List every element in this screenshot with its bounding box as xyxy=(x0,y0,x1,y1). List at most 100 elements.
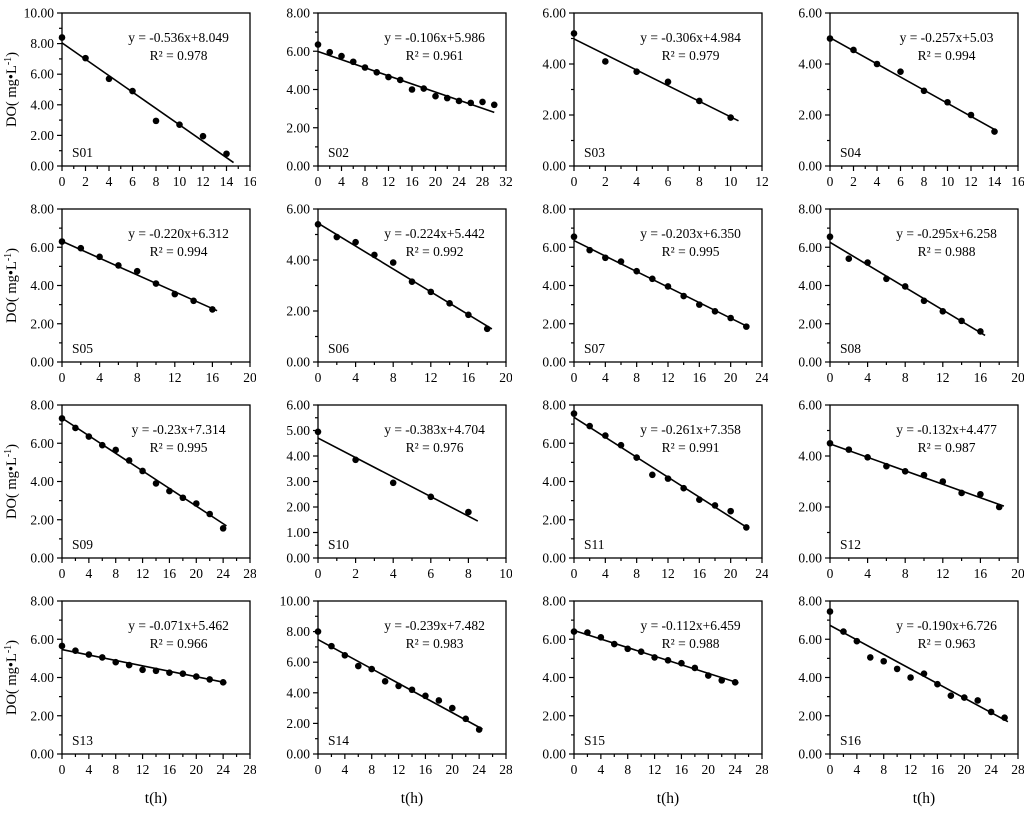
x-tick-label: 4 xyxy=(106,174,113,189)
data-point xyxy=(883,462,890,470)
data-point xyxy=(633,267,640,275)
panel-S15: 0 4 8 12 16 20 24 28 0.00 2.00 4.00 6.00 8.00 y = -0.… xyxy=(512,588,769,816)
station-label: S12 xyxy=(840,537,861,552)
data-point xyxy=(633,68,640,75)
x-tick-label: 0 xyxy=(315,370,322,385)
data-point xyxy=(664,656,672,664)
data-point xyxy=(206,510,214,518)
data-point xyxy=(586,246,593,254)
data-point xyxy=(179,670,187,677)
data-point xyxy=(352,238,359,246)
trend-line xyxy=(317,50,495,114)
data-point xyxy=(171,290,179,298)
data-point xyxy=(901,468,909,475)
x-tick-label: 6 xyxy=(897,174,904,189)
subplot-S07: 0 4 8 12 16 20 24 0.00 2.00 4.00 6.00 8.00 y = -0.20… xyxy=(542,202,769,386)
data-point xyxy=(845,446,853,453)
r-squared-label: R² = 0.979 xyxy=(662,48,720,63)
x-tick-label: 16 xyxy=(206,370,220,385)
data-point xyxy=(98,654,106,661)
y-tick-label: 2.00 xyxy=(286,304,310,319)
x-tick-label: 4 xyxy=(597,762,604,777)
data-point xyxy=(597,634,605,641)
data-point xyxy=(743,524,750,531)
data-point xyxy=(152,117,160,125)
trend-line xyxy=(317,222,493,330)
x-tick-label: 24 xyxy=(755,566,768,581)
data-point xyxy=(389,259,397,266)
trend-line xyxy=(317,437,479,522)
x-tick-label: 4 xyxy=(874,174,881,189)
equation-label: y = -0.295x+6.258 xyxy=(896,226,997,241)
data-point xyxy=(883,275,890,283)
data-point xyxy=(934,680,941,688)
r-squared-label: R² = 0.995 xyxy=(662,244,720,259)
data-point xyxy=(125,457,133,464)
station-label: S11 xyxy=(584,537,605,552)
data-point xyxy=(176,121,183,128)
data-point xyxy=(448,704,456,712)
station-label: S10 xyxy=(328,537,349,552)
data-point xyxy=(602,432,609,439)
data-point xyxy=(920,297,928,305)
y-tick-label: 8.00 xyxy=(30,36,54,51)
subplot-S14: 0 4 8 12 16 20 24 28 0.00 2.00 4.00 6.00 8.00 10.00 y … xyxy=(280,594,513,808)
x-tick-label: 8 xyxy=(153,174,160,189)
x-tick-label: 12 xyxy=(904,762,918,777)
y-tick-label: 6.00 xyxy=(286,202,310,217)
y-tick-label: 1.00 xyxy=(286,525,310,540)
data-point-series xyxy=(570,30,734,121)
trend-line xyxy=(829,443,1005,507)
panel-S16: 0 4 8 12 16 20 24 28 0.00 2.00 4.00 6.00 8.00 y = -0.… xyxy=(768,588,1024,816)
y-tick-label: 8.00 xyxy=(286,6,310,21)
data-point xyxy=(696,496,703,503)
data-point xyxy=(610,640,618,648)
data-point xyxy=(389,479,397,487)
data-point xyxy=(152,280,160,287)
data-point xyxy=(651,654,658,661)
data-point xyxy=(907,674,914,681)
x-tick-label: 0 xyxy=(59,762,66,777)
station-label: S16 xyxy=(840,733,861,748)
data-point xyxy=(853,637,861,645)
r-squared-label: R² = 0.978 xyxy=(150,48,208,63)
data-point xyxy=(385,73,392,81)
x-tick-label: 8 xyxy=(465,566,472,581)
data-point xyxy=(977,328,984,335)
data-point xyxy=(435,697,443,704)
x-tick-label: 4 xyxy=(390,566,397,581)
data-point xyxy=(649,471,656,479)
r-squared-label: R² = 0.991 xyxy=(662,440,720,455)
x-tick-label: 16 xyxy=(163,566,177,581)
equation-label: y = -0.23x+7.314 xyxy=(132,422,226,437)
data-point xyxy=(314,221,322,228)
panel-S04: 0 2 4 6 8 10 12 14 16 0.00 2.00 4.00 6.00 y = -0.257x… xyxy=(768,0,1024,196)
x-tick-label: 0 xyxy=(59,370,66,385)
data-point xyxy=(115,262,122,269)
y-tick-label: 2.00 xyxy=(542,316,566,331)
station-label: S13 xyxy=(72,733,93,748)
data-point xyxy=(219,678,227,686)
data-point xyxy=(483,325,491,333)
x-tick-label: 16 xyxy=(931,762,945,777)
data-point xyxy=(58,34,66,41)
data-point xyxy=(192,673,200,680)
subplot-S13: 0 4 8 12 16 20 24 28 0.00 2.00 4.00 6.00 8.00 y = -0.… xyxy=(3,594,257,808)
station-label: S07 xyxy=(584,341,605,356)
y-tick-label: 0.00 xyxy=(542,355,566,370)
x-tick-label: 16 xyxy=(419,762,433,777)
data-point-series xyxy=(314,41,498,109)
y-tick-label: 2.00 xyxy=(798,316,822,331)
x-tick-label: 4 xyxy=(853,762,860,777)
x-tick-label: 16 xyxy=(462,370,476,385)
r-squared-label: R² = 0.963 xyxy=(918,636,976,651)
x-tick-label: 28 xyxy=(243,566,256,581)
y-tick-label: 4.00 xyxy=(542,278,566,293)
x-tick-label: 28 xyxy=(499,762,512,777)
data-point xyxy=(977,490,984,498)
equation-label: y = -0.306x+4.984 xyxy=(640,30,741,45)
panel-S03: 0 2 4 6 8 10 12 0.00 2.00 4.00 6.00 y = -0.306x+4.9… xyxy=(512,0,768,196)
data-point xyxy=(395,682,402,690)
y-tick-label: 6.00 xyxy=(542,632,566,647)
